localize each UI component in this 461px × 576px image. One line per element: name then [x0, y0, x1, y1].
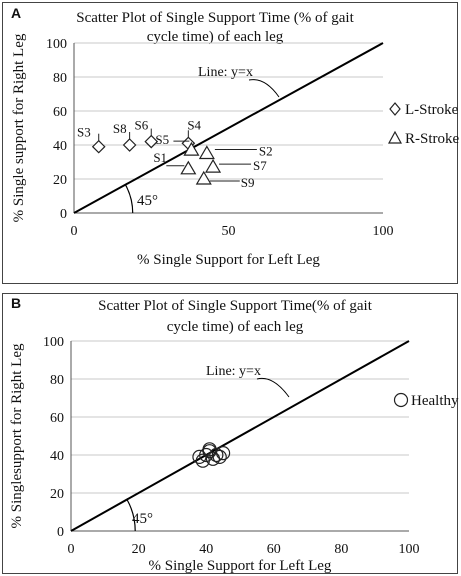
x-axis-label: % Single Support for Left Leg: [149, 558, 332, 574]
angle-label: 45°: [137, 193, 158, 209]
point-label-s6: S6: [135, 118, 149, 133]
x-tick-label: 0: [68, 542, 75, 557]
point-label-s5: S5: [155, 132, 169, 147]
legend-label-r-stroke: R-Stroke: [405, 131, 460, 147]
y-tick-label: 40: [50, 449, 64, 464]
chart-title-line: Scatter Plot of Single Support Time (% o…: [76, 10, 354, 26]
point-label-s8: S8: [113, 121, 127, 136]
scatter-chart-a: A Scatter Plot of Single Support Time (% …: [11, 5, 460, 268]
reference-line-y-equals-x: [70, 340, 410, 532]
y-tick-label: 60: [53, 105, 67, 120]
y-tick-label: 80: [50, 373, 64, 388]
point-label-s9: S9: [241, 175, 255, 190]
data-point-triangle: [180, 160, 197, 175]
y-tick-label: 60: [50, 411, 64, 426]
reference-line-leader: [248, 79, 280, 98]
panel-b: B Scatter Plot of Single Support Time(% o…: [2, 293, 459, 574]
y-tick-label: 80: [53, 71, 67, 86]
point-label-s7: S7: [253, 158, 267, 173]
legend-label-healthy: Healthy: [411, 393, 459, 409]
legend-marker-circle: [393, 392, 409, 408]
y-tick-label: 100: [43, 335, 64, 350]
data-point-triangle: [198, 145, 215, 160]
chart-title-line: Scatter Plot of Single Support Time(% of…: [98, 298, 373, 314]
x-axis-label: % Single Support for Left Leg: [137, 252, 320, 268]
angle-arc: [126, 499, 136, 532]
x-tick-label: 60: [267, 542, 281, 557]
legend-marker-triangle: [387, 130, 403, 144]
point-label-s4: S4: [187, 117, 201, 132]
x-tick-label: 50: [222, 224, 236, 239]
x-tick-label: 20: [132, 542, 146, 557]
panel-a: A Scatter Plot of Single Support Time (% …: [2, 2, 460, 284]
reference-line-leader: [256, 377, 290, 398]
data-point-circle: [209, 447, 224, 463]
x-tick-label: 40: [199, 542, 213, 557]
y-axis-label: % Single support for Right Leg: [11, 33, 27, 222]
y-axis-label: % Singlesupport for Right Leg: [9, 343, 25, 528]
chart-title-line: cycle time) of each leg: [167, 319, 304, 335]
point-label-s3: S3: [77, 125, 91, 140]
series-healthy: [192, 442, 231, 468]
angle-label: 45°: [132, 511, 153, 527]
data-point-circle: [216, 446, 231, 461]
series-r-stroke: [180, 141, 222, 185]
x-tick-label: 100: [399, 542, 420, 557]
y-tick-label: 0: [57, 525, 64, 540]
y-tick-label: 20: [53, 173, 67, 188]
point-label-s2: S2: [259, 144, 273, 159]
data-point-triangle: [183, 141, 200, 156]
y-tick-label: 100: [46, 37, 67, 52]
reference-line-label: Line: y=x: [198, 65, 253, 80]
scatter-chart-b: B Scatter Plot of Single Support Time(% o…: [9, 295, 459, 574]
reference-line-label: Line: y=x: [206, 364, 261, 379]
data-point-diamond: [144, 134, 159, 149]
data-point-triangle: [195, 170, 212, 185]
series-l-stroke: [91, 134, 196, 154]
x-tick-label: 100: [373, 224, 394, 239]
y-tick-label: 20: [50, 487, 64, 502]
angle-arc: [124, 184, 134, 214]
data-point-circle: [212, 449, 227, 464]
panel-letter: B: [11, 295, 21, 311]
chart-title-line: cycle time) of each leg: [147, 29, 284, 45]
y-tick-label: 40: [53, 139, 67, 154]
panel-letter: A: [11, 5, 21, 21]
legend-marker-diamond: [389, 102, 401, 116]
point-label-s1: S1: [153, 150, 167, 165]
data-point-diamond: [122, 138, 137, 152]
legend-label-l-stroke: L-Stroke: [405, 102, 459, 118]
y-tick-label: 0: [60, 207, 67, 222]
data-point-triangle: [205, 158, 222, 173]
x-tick-label: 80: [334, 542, 348, 557]
x-tick-label: 0: [71, 224, 78, 239]
data-point-diamond: [91, 139, 106, 154]
